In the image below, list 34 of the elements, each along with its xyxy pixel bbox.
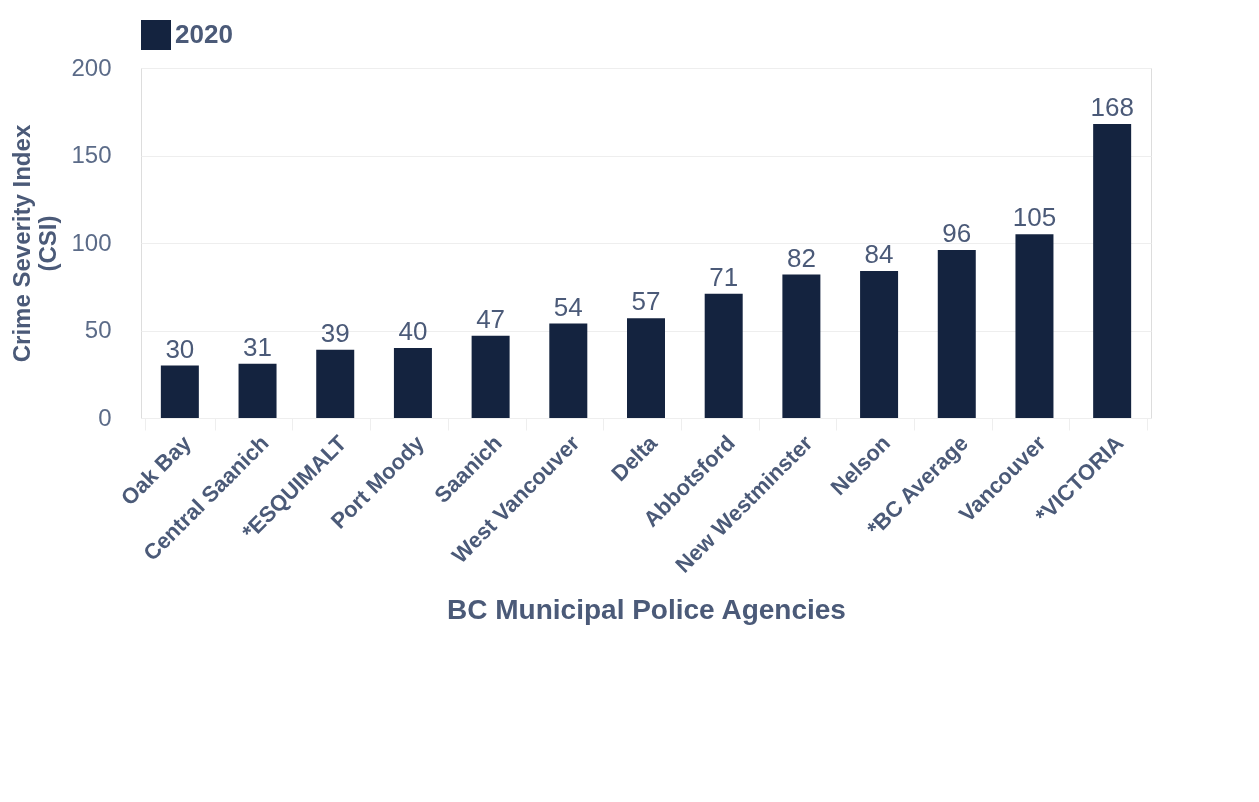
y-tick-label: 0 (98, 403, 112, 431)
data-label: 54 (553, 291, 583, 322)
bar (471, 335, 510, 418)
bar (316, 349, 355, 418)
data-label: 39 (320, 317, 350, 348)
data-label: 31 (243, 331, 272, 362)
data-label: 47 (476, 303, 506, 334)
bar (1015, 234, 1054, 418)
bar (782, 274, 821, 418)
data-label: 71 (709, 261, 739, 292)
data-label: 84 (864, 239, 894, 269)
bar (393, 348, 432, 418)
bar (704, 293, 743, 418)
x-axis-title: BC Municipal Police Agencies (447, 593, 846, 625)
y-axis-title: Crime Severity Index (CSI) (8, 124, 62, 363)
bar (860, 271, 899, 418)
legend-label: 2020 (175, 19, 233, 49)
bar (549, 323, 588, 418)
data-label: 30 (165, 333, 195, 364)
bar (627, 318, 665, 418)
bar (1093, 124, 1132, 418)
y-tick-label: 200 (71, 53, 112, 81)
y-tick-label: 50 (84, 316, 112, 343)
bar (937, 250, 976, 418)
data-label: 40 (398, 316, 428, 346)
data-label: 57 (631, 286, 661, 317)
y-tick-label: 100 (71, 228, 112, 256)
bar (238, 363, 277, 418)
data-label: 168 (1090, 92, 1134, 122)
data-label: 82 (786, 242, 816, 273)
y-tick-label: 150 (71, 141, 112, 168)
data-label: 96 (942, 218, 972, 248)
data-label: 105 (1012, 202, 1057, 233)
bar (160, 365, 199, 418)
